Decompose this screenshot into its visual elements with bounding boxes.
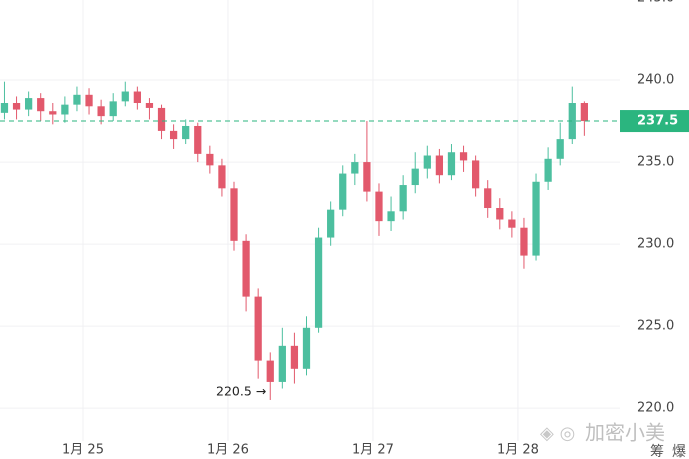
x-tick-label: 1月 28 bbox=[497, 443, 539, 458]
candle-body bbox=[194, 125, 202, 154]
candle-body bbox=[387, 211, 395, 222]
x-tick-label: 1月 25 bbox=[62, 443, 104, 458]
x-tick-label: 1月 26 bbox=[207, 443, 249, 458]
candle-body bbox=[61, 104, 69, 115]
corner-label: 爆 bbox=[672, 444, 686, 459]
candle-body bbox=[399, 185, 407, 212]
candle-body bbox=[85, 94, 93, 107]
candle-body bbox=[73, 94, 81, 105]
candle-body bbox=[121, 91, 129, 102]
last-price-box bbox=[620, 110, 689, 133]
candle-body bbox=[37, 98, 45, 112]
candle-body bbox=[97, 106, 105, 117]
candle-body bbox=[447, 152, 456, 176]
candle-body bbox=[12, 103, 21, 110]
candle-body bbox=[314, 237, 323, 328]
candle-body bbox=[230, 188, 238, 241]
candle-body bbox=[145, 103, 154, 108]
y-tick-label: 235.0 bbox=[637, 155, 674, 170]
candle-body bbox=[182, 125, 190, 140]
y-tick-label: 240.0 bbox=[637, 73, 674, 88]
candle-body bbox=[472, 160, 480, 189]
candle-body bbox=[580, 103, 588, 122]
candle-body bbox=[351, 162, 359, 174]
candle-body bbox=[169, 130, 178, 140]
candle-body bbox=[363, 162, 371, 192]
candle-body bbox=[49, 111, 57, 115]
candle-body bbox=[266, 360, 274, 382]
y-tick-label: 230.0 bbox=[637, 237, 674, 252]
y-tick-label: 245.0 bbox=[637, 0, 674, 6]
candle-body bbox=[302, 327, 311, 369]
candle-body bbox=[496, 208, 504, 220]
candle-body bbox=[435, 155, 444, 176]
candle-body bbox=[278, 345, 286, 382]
candle-body bbox=[206, 153, 214, 166]
y-tick-label: 225.0 bbox=[637, 319, 674, 334]
candle-body bbox=[339, 173, 347, 210]
candle-body bbox=[254, 296, 262, 361]
candle-body bbox=[218, 165, 226, 189]
watermark: 加密小美 bbox=[585, 421, 665, 445]
corner-label: 筹 bbox=[650, 443, 664, 459]
candle-body bbox=[484, 188, 492, 209]
candle-body bbox=[0, 103, 9, 113]
candle-body bbox=[157, 107, 166, 131]
candle-body bbox=[532, 181, 540, 256]
candle-body bbox=[25, 98, 33, 110]
candle-body bbox=[423, 155, 431, 169]
candle-body bbox=[556, 139, 564, 159]
candle-body bbox=[459, 152, 468, 161]
watermark-icon: ◈ ◎ bbox=[540, 423, 575, 444]
candle-body bbox=[375, 191, 383, 222]
candle-body bbox=[568, 103, 576, 140]
candle-body bbox=[242, 240, 250, 297]
min-annotation: 220.5 → bbox=[216, 383, 266, 398]
candle-body bbox=[290, 345, 299, 369]
y-tick-label: 220.0 bbox=[637, 401, 674, 416]
candle-body bbox=[327, 209, 335, 238]
candle-body bbox=[508, 219, 516, 228]
candle-body bbox=[411, 168, 419, 186]
candle-body bbox=[520, 227, 528, 256]
last-price-label: 237.5 bbox=[637, 114, 678, 129]
candle-body bbox=[109, 101, 117, 117]
candle-body bbox=[133, 91, 141, 104]
x-tick-label: 1月 27 bbox=[352, 443, 394, 458]
candle-body bbox=[544, 158, 552, 182]
